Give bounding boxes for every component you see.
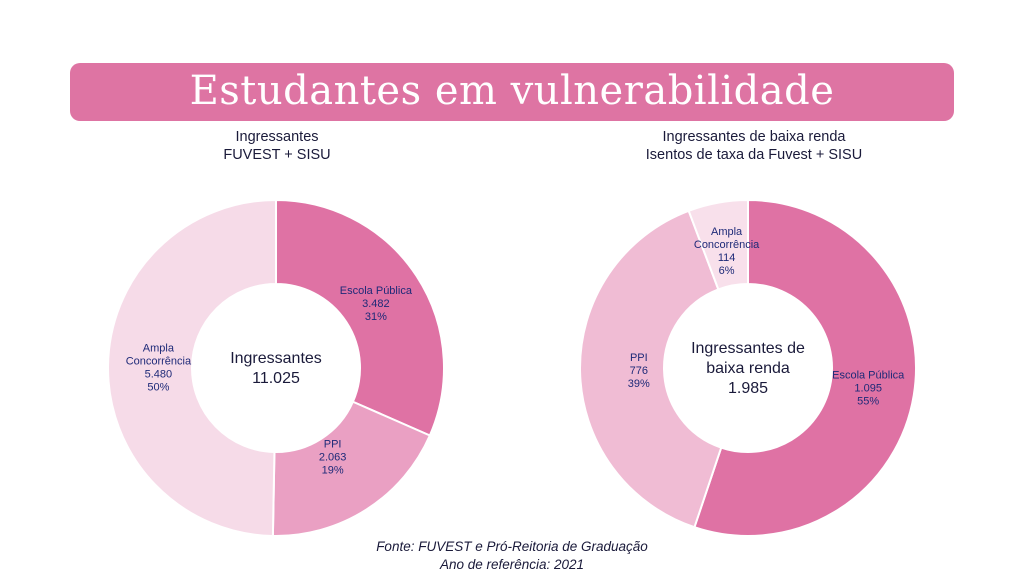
slice-label-ppi-line: 2.063 — [319, 451, 347, 463]
slice-label-ampla-concorrencia-line: 6% — [719, 265, 735, 277]
slice-label-ampla-concorrencia-line: Ampla — [143, 342, 175, 354]
slice-label-ppi-line: 19% — [322, 464, 344, 476]
slice-label-ppi-line: PPI — [630, 352, 648, 364]
source-line: Fonte: FUVEST e Pró-Reitoria de Graduaçã… — [376, 539, 648, 554]
slice-label-ppi-line: 39% — [628, 378, 650, 390]
chart-2-title-line: Ingressantes de baixa renda — [662, 129, 846, 145]
slice-label-ampla-concorrencia: Ampla Concorrência 5.480 50% — [126, 342, 192, 393]
source-note: Fonte: FUVEST e Pró-Reitoria de Graduaçã… — [0, 538, 1024, 574]
slice-label-ppi-line: 776 — [630, 365, 648, 377]
slice-label-ampla-concorrencia-line: 50% — [147, 381, 169, 393]
page-title: Estudantes em vulnerabilidade — [189, 68, 835, 114]
chart-1-title: Ingressantes FUVEST + SISU — [177, 128, 377, 164]
slice-label-escola-publica-line: 55% — [857, 396, 879, 408]
slice-ppi — [579, 209, 723, 529]
slice-label-escola-publica-line: 31% — [365, 311, 387, 323]
chart-2-title: Ingressantes de baixa renda Isentos de t… — [604, 128, 904, 164]
donut-center-label: Ingressantes de baixa renda 1.985 — [691, 340, 805, 397]
slice-label-escola-publica: Escola Pública 3.482 31% — [340, 285, 413, 323]
donut-center-label-line: Ingressantes de — [691, 340, 805, 357]
donut-center-label-line: 11.025 — [252, 370, 300, 387]
slice-ppi — [271, 400, 432, 537]
donut-center-label-line: 1.985 — [728, 380, 768, 397]
slice-label-escola-publica: Escola Pública 1.095 55% — [832, 370, 905, 408]
chart-1-title-line: FUVEST + SISU — [223, 147, 331, 163]
slice-label-ampla-concorrencia-line: Ampla — [711, 226, 743, 238]
slice-label-escola-publica-line: 3.482 — [362, 298, 390, 310]
slice-escola-publica — [275, 198, 445, 437]
source-line: Ano de referência: 2021 — [439, 557, 585, 572]
slice-label-escola-publica-line: 1.095 — [854, 383, 882, 395]
chart-2-title-line: Isentos de taxa da Fuvest + SISU — [645, 147, 863, 163]
slice-label-ppi-line: PPI — [324, 438, 342, 450]
donut-center-label: Ingressantes 11.025 — [230, 350, 322, 387]
slice-label-escola-publica-line: Escola Pública — [832, 370, 905, 382]
slice-label-ampla-concorrencia-line: Concorrência — [694, 239, 760, 251]
slice-escola-publica — [693, 198, 917, 537]
slice-label-ampla-concorrencia: Ampla Concorrência 114 6% — [694, 226, 760, 277]
slice-label-ppi: PPI 776 39% — [628, 352, 650, 390]
donut-center-label-line: Ingressantes — [230, 350, 322, 367]
donut-chart-2: Escola Pública 1.095 55% PPI 776 39% Ampla Conc… — [579, 198, 917, 537]
slice-label-ppi: PPI 2.063 19% — [319, 438, 347, 476]
title-banner: Estudantes em vulnerabilidade — [70, 63, 954, 121]
slice-label-ampla-concorrencia-line: 5.480 — [145, 368, 173, 380]
slice-label-ampla-concorrencia-line: Concorrência — [126, 355, 192, 367]
donut-center-label-line: baixa renda — [706, 360, 790, 377]
slice-ampla-concorrencia — [107, 198, 277, 537]
slice-ampla-concorrencia — [687, 198, 749, 291]
slice-label-escola-publica-line: Escola Pública — [340, 285, 413, 297]
chart-1-title-line: Ingressantes — [235, 129, 319, 145]
slice-label-ampla-concorrencia-line: 114 — [718, 252, 736, 264]
donut-chart-1: Escola Pública 3.482 31% PPI 2.063 19% Ampla Co… — [107, 198, 445, 537]
